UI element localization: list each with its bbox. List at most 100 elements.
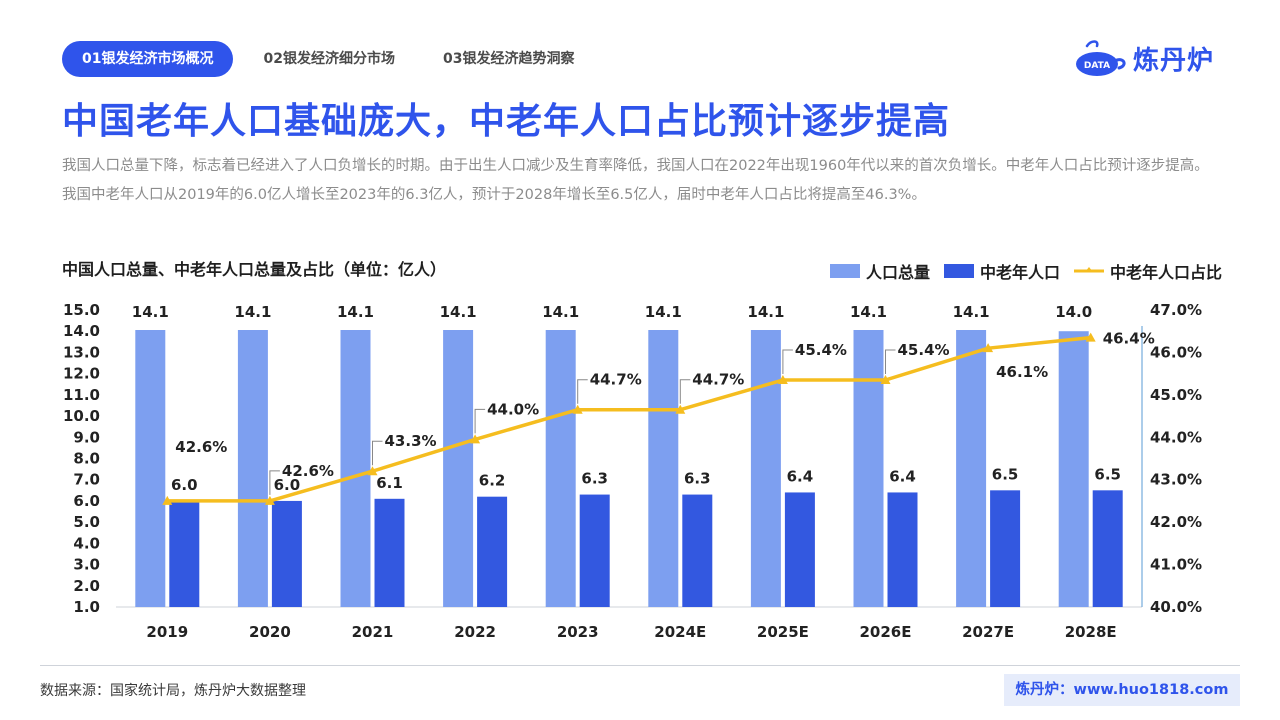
data-label-middle-aged: 6.5 xyxy=(992,465,1019,483)
ratio-point xyxy=(162,495,173,505)
data-label-total: 14.1 xyxy=(953,303,990,321)
data-label-middle-aged: 6.3 xyxy=(684,470,711,488)
bar-middle-aged xyxy=(169,500,200,607)
data-label-middle-aged: 6.0 xyxy=(171,476,198,494)
data-label-ratio: 42.6% xyxy=(175,438,227,456)
y-left-tick-label: 14.0 xyxy=(63,322,100,340)
data-label-total: 14.1 xyxy=(132,303,169,321)
bar-middle-aged xyxy=(682,494,713,607)
y-left-tick-label: 12.0 xyxy=(63,365,100,383)
brand-logo: DATA 炼丹炉 xyxy=(1073,38,1214,78)
bar-total xyxy=(135,330,166,607)
data-label-ratio: 44.0% xyxy=(487,400,539,418)
data-label-ratio: 45.4% xyxy=(795,341,847,359)
bar-middle-aged xyxy=(271,500,302,607)
chart-legend: 人口总量 中老年人口 中老年人口占比 xyxy=(816,259,1222,283)
y-left-tick-label: 13.0 xyxy=(63,343,100,361)
legend-label-total: 人口总量 xyxy=(865,263,930,282)
x-tick-label: 2020 xyxy=(249,623,291,641)
data-label-middle-aged: 6.0 xyxy=(274,476,301,494)
data-label-middle-aged: 6.1 xyxy=(376,474,403,492)
bar-middle-aged xyxy=(784,492,815,607)
ratio-point xyxy=(983,343,994,353)
y-left-tick-label: 15.0 xyxy=(63,301,100,319)
ratio-leader-line xyxy=(885,349,896,375)
data-label-total: 14.1 xyxy=(440,303,477,321)
ratio-leader-line xyxy=(269,470,280,495)
data-label-ratio: 42.6% xyxy=(282,462,334,480)
data-label-total: 14.1 xyxy=(542,303,579,321)
chart-title: 中国人口总量、中老年人口总量及占比（单位：亿人） xyxy=(62,260,447,279)
data-label-ratio: 43.3% xyxy=(385,432,437,450)
summary-paragraph: 我国人口总量下降，标志着已经进入了人口负增长的时期。由于出生人口减少及生育率降低… xyxy=(62,158,1209,203)
bar-total xyxy=(853,330,884,607)
y-left-tick-label: 3.0 xyxy=(73,556,100,574)
legend-label-middle-aged: 中老年人口 xyxy=(979,263,1060,282)
x-tick-label: 2021 xyxy=(352,623,394,641)
y-right-tick-label: 40.0% xyxy=(1150,598,1202,616)
legend-swatch-total xyxy=(829,264,860,278)
site-link[interactable]: 炼丹炉：www.huo1818.com xyxy=(1004,674,1240,706)
ratio-leader-line xyxy=(782,349,793,375)
y-right-tick-label: 44.0% xyxy=(1150,428,1202,446)
bar-middle-aged xyxy=(990,490,1021,607)
data-label-middle-aged: 6.4 xyxy=(787,467,814,485)
y-left-tick-label: 4.0 xyxy=(73,534,100,552)
bar-total xyxy=(545,330,576,607)
x-tick-label: 2025E xyxy=(757,623,809,641)
data-label-middle-aged: 6.5 xyxy=(1094,465,1121,483)
legend-label-ratio: 中老年人口占比 xyxy=(1109,263,1222,282)
x-tick-label: 2028E xyxy=(1065,623,1117,641)
data-label-middle-aged: 6.2 xyxy=(479,472,506,490)
bar-total xyxy=(237,330,268,607)
bar-total xyxy=(956,330,987,607)
data-label-ratio: 44.7% xyxy=(590,371,642,389)
y-left-tick-label: 9.0 xyxy=(73,428,100,446)
chat-bubble-icon: DATA xyxy=(1075,40,1126,76)
y-left-tick-label: 10.0 xyxy=(63,407,100,425)
data-label-total: 14.1 xyxy=(747,303,784,321)
data-label-ratio: 46.4% xyxy=(1103,330,1155,348)
tab-trend-insights[interactable]: 03银发经济趋势洞察 xyxy=(442,51,575,67)
data-label-total: 14.0 xyxy=(1055,303,1092,321)
footer-divider xyxy=(40,665,1240,666)
data-label-total: 14.1 xyxy=(234,303,271,321)
data-label-ratio: 45.4% xyxy=(898,341,950,359)
ratio-point xyxy=(264,495,275,505)
bar-middle-aged xyxy=(579,494,610,607)
y-right-tick-label: 41.0% xyxy=(1150,556,1202,574)
legend-item-middle-aged: 中老年人口 xyxy=(943,259,1060,283)
legend-item-total: 人口总量 xyxy=(829,259,930,283)
bar-total xyxy=(750,330,781,607)
tab-market-overview[interactable]: 01银发经济市场概况 xyxy=(62,41,234,77)
legend-item-ratio: 中老年人口占比 xyxy=(1073,259,1222,283)
data-label-middle-aged: 6.3 xyxy=(581,470,608,488)
bar-middle-aged xyxy=(374,498,405,607)
x-tick-label: 2027E xyxy=(962,623,1014,641)
y-left-tick-label: 8.0 xyxy=(73,450,100,468)
logo-text: 炼丹炉 xyxy=(1132,45,1214,76)
ratio-point xyxy=(880,375,891,385)
y-left-tick-label: 11.0 xyxy=(63,386,100,404)
bar-total xyxy=(648,330,679,607)
tab-market-segments[interactable]: 02银发经济细分市场 xyxy=(263,51,395,67)
bar-total xyxy=(340,330,371,607)
bar-total xyxy=(443,330,474,607)
y-left-tick-label: 6.0 xyxy=(73,492,100,510)
ratio-point xyxy=(777,375,788,385)
x-tick-label: 2019 xyxy=(146,623,188,641)
data-label-ratio: 44.7% xyxy=(692,371,744,389)
bar-total xyxy=(1058,331,1089,607)
bar-middle-aged xyxy=(477,496,508,607)
ratio-leader-line xyxy=(372,440,383,466)
legend-swatch-ratio xyxy=(1073,267,1104,273)
y-right-tick-label: 46.0% xyxy=(1150,343,1202,361)
x-tick-label: 2022 xyxy=(454,623,496,641)
ratio-point xyxy=(572,404,583,414)
data-source: 数据来源：国家统计局，炼丹炉大数据整理 xyxy=(40,683,306,699)
y-right-tick-label: 42.0% xyxy=(1150,513,1202,531)
y-left-tick-label: 5.0 xyxy=(73,513,100,531)
x-tick-label: 2023 xyxy=(557,623,599,641)
ratio-line xyxy=(167,335,1091,503)
